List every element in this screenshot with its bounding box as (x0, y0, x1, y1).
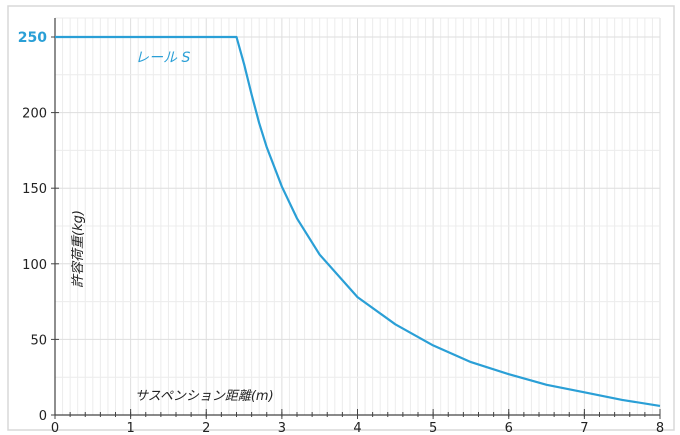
x-tick-label: 8 (656, 421, 664, 435)
y-tick-label: 100 (22, 258, 47, 273)
x-axis-title: サスペンション距離(m) (135, 389, 274, 404)
x-tick-label: 7 (580, 421, 588, 435)
y-tick-label: 50 (30, 333, 47, 348)
x-tick-label: 4 (353, 421, 361, 435)
y-axis-title: 許容荷重(kg) (70, 210, 86, 288)
series-label-rail-s: レール S (135, 50, 190, 66)
x-tick-label: 3 (278, 421, 286, 435)
y-tick-label: 150 (22, 182, 47, 197)
x-tick-label: 2 (202, 421, 210, 435)
x-tick-label: 0 (51, 421, 59, 435)
chart-frame-border (7, 5, 675, 431)
x-tick-label: 1 (126, 421, 134, 435)
series-line-rail-s (55, 35, 661, 407)
y-tick-label: 0 (39, 409, 47, 424)
axis-ticks: 0 1 2 3 4 5 6 7 8 0 50 100 150 200 250 (18, 30, 664, 435)
y-tick-label: 200 (22, 107, 47, 122)
grid (55, 17, 661, 415)
x-tick-label: 6 (505, 421, 513, 435)
y-tick-label: 250 (18, 30, 47, 46)
x-tick-label: 5 (429, 421, 437, 435)
